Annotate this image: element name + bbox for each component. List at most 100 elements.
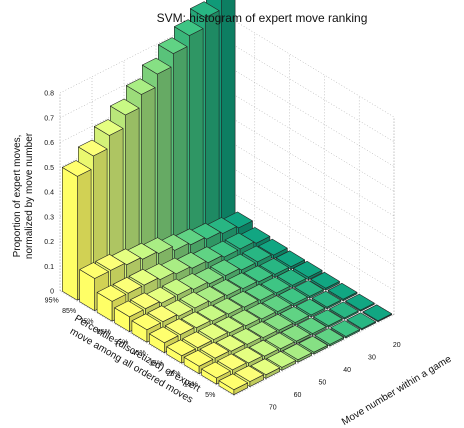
z-tick-label: 0.7 — [44, 115, 54, 122]
move-tick-label: 50 — [318, 380, 326, 387]
bar — [276, 269, 307, 289]
bar-top-face — [211, 279, 241, 296]
percentile-tick-label: 55% — [114, 339, 128, 346]
bar-top-face — [210, 259, 240, 277]
z-tick-label: 0.3 — [44, 214, 54, 221]
bar-top-face — [243, 265, 274, 283]
bar-top-face — [249, 339, 279, 357]
bar-top-face — [260, 276, 291, 294]
z-tick-label: 0 — [50, 289, 54, 296]
percentile-tick-label: 95% — [45, 297, 59, 304]
percentile-tick-label: 75% — [79, 318, 93, 325]
bar — [292, 260, 323, 281]
bar — [345, 293, 375, 312]
bar-side-face — [157, 66, 172, 261]
percentile-tick-label: 65% — [97, 329, 111, 336]
bar-top-face — [281, 324, 311, 342]
bar — [313, 309, 343, 328]
bar-top-face — [165, 318, 195, 336]
bar — [362, 304, 393, 323]
bar-top-face — [128, 268, 159, 286]
bar-top-face — [292, 260, 323, 278]
bar-top-face — [198, 323, 228, 340]
bar-top-face — [95, 254, 125, 271]
bar-top-face — [282, 343, 313, 361]
bar — [218, 373, 248, 396]
bar — [311, 290, 342, 310]
bars — [61, 0, 393, 396]
bar-top-face — [61, 160, 92, 177]
move-tick-label: 70 — [269, 405, 277, 412]
bar-top-face — [78, 139, 108, 157]
z-tick-label: 0.6 — [44, 140, 54, 147]
bar-top-face — [295, 298, 326, 316]
bar-top-face — [213, 297, 243, 315]
axis-labels: 0 0.1 0.2 0.3 0.4 0.5 0.6 0.7 0.8 95%85%75% 65%55%… — [44, 91, 400, 412]
bar-top-face — [247, 321, 278, 338]
bar-top-face — [278, 287, 308, 305]
bar-top-face — [190, 1, 220, 18]
bar-top-face — [231, 328, 262, 345]
bar-top-face — [94, 119, 124, 136]
bar-top-face — [314, 328, 345, 345]
percentile-tick-label: 35% — [149, 360, 163, 367]
percentile-tick-label: 25% — [166, 371, 180, 378]
bar-top-face — [265, 332, 295, 350]
bar-top-face — [258, 238, 288, 256]
bar-top-face — [181, 311, 211, 329]
bar-top-face — [279, 306, 310, 323]
bar-top-face — [131, 313, 161, 331]
bar-top-face — [262, 295, 292, 312]
bar — [294, 280, 324, 299]
bar-top-face — [224, 232, 255, 250]
bar-top-face — [242, 245, 272, 263]
z-tick-label: 0.8 — [44, 91, 54, 98]
bar-top-face — [162, 278, 192, 296]
bar-top-face — [298, 335, 329, 353]
bar-top-face — [215, 334, 246, 352]
bar-top-face — [297, 317, 327, 334]
percentile-tick-label: 15% — [184, 381, 198, 388]
bar-side-face — [205, 10, 220, 236]
bar — [314, 328, 345, 347]
bar-top-face — [218, 373, 248, 391]
bar-top-face — [158, 37, 188, 54]
bar-top-face — [183, 349, 214, 367]
bar-top-face — [275, 250, 306, 268]
bar-top-face — [276, 269, 307, 286]
bar — [327, 282, 358, 302]
bar-top-face — [201, 361, 231, 379]
bar-top-face — [110, 98, 140, 116]
bar-top-face — [362, 304, 393, 322]
bar-top-face — [227, 272, 258, 289]
bar-front-face — [61, 167, 78, 301]
bar-top-face — [233, 346, 263, 364]
bar-top-face — [294, 280, 324, 297]
bar — [279, 306, 310, 326]
bar-top-face — [112, 276, 143, 294]
bar — [329, 301, 359, 320]
bar-top-face — [197, 304, 227, 322]
z-tick-label: 0.1 — [44, 264, 54, 271]
bar-top-face — [259, 258, 290, 275]
move-tick-label: 40 — [343, 367, 351, 374]
bar-top-face — [79, 262, 109, 279]
move-tick-label: 20 — [393, 342, 401, 349]
bar-top-face — [250, 358, 281, 376]
move-tick-label: 60 — [294, 392, 302, 399]
move-tick-label: 30 — [368, 355, 376, 362]
z-axis-title-line-1: Proportion of expert moves, — [12, 135, 23, 258]
bar — [201, 361, 231, 385]
bar — [310, 271, 340, 291]
bar-top-face — [230, 309, 260, 327]
bar — [346, 312, 377, 331]
bar-top-face — [96, 285, 127, 302]
bar-top-face — [330, 320, 361, 337]
bar-top-face — [149, 326, 179, 344]
percentile-tick-label: 85% — [62, 308, 76, 315]
bar-side-face — [173, 46, 188, 252]
bar — [297, 317, 327, 336]
bar-top-face — [311, 290, 342, 308]
bar-top-face — [345, 293, 375, 311]
